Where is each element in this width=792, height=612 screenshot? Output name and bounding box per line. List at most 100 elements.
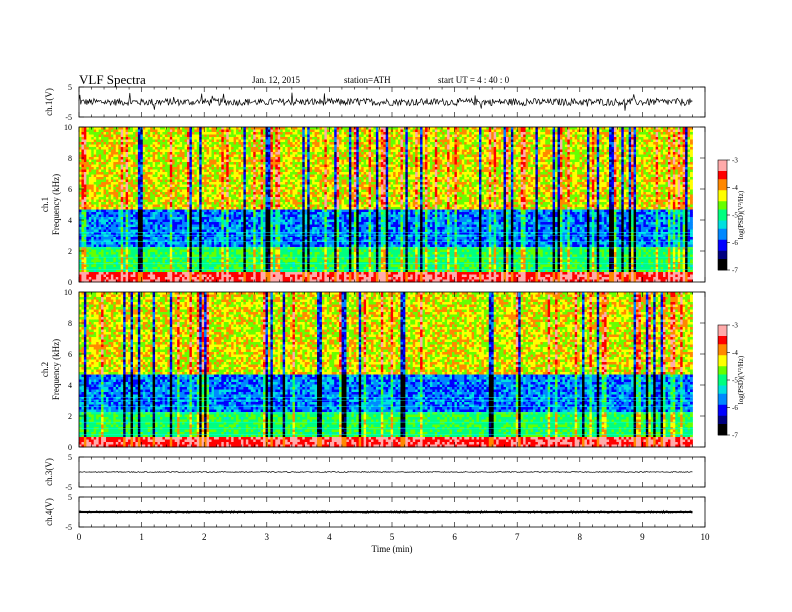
spectrogram-cell — [194, 247, 197, 250]
spectrogram-cell — [204, 250, 207, 253]
spectrogram-cell — [104, 217, 107, 220]
spectrogram-cell — [133, 130, 136, 133]
spectrogram-cell — [192, 225, 195, 228]
spectrogram-cell — [172, 180, 175, 183]
spectrogram-cell — [104, 137, 107, 140]
spectrogram-cell — [91, 177, 94, 180]
spectrogram-cell — [121, 175, 124, 178]
spectrogram-cell — [81, 155, 84, 158]
spectrogram-cell — [140, 152, 143, 155]
spectrogram-cell — [165, 172, 168, 175]
spectrogram-cell — [212, 162, 215, 165]
spectrogram-cell — [79, 197, 82, 200]
spectrogram-cell — [239, 215, 242, 218]
spectrogram-cell — [241, 182, 244, 185]
spectrogram-cell — [138, 180, 141, 183]
spectrogram-cell — [212, 175, 215, 178]
spectrogram-cell — [229, 207, 232, 210]
spectrogram-cell — [89, 147, 92, 150]
spectrogram-cell — [226, 175, 229, 178]
spectrogram-cell — [234, 235, 237, 238]
spectrogram-cell — [162, 245, 165, 248]
spectrogram-cell — [131, 202, 134, 205]
spectrogram-cell — [224, 162, 227, 165]
spectrogram-cell — [138, 155, 141, 158]
spectrogram-cell — [128, 192, 131, 195]
spectrogram-cell — [89, 135, 92, 138]
spectrogram-cell — [192, 152, 195, 155]
spectrogram-cell — [91, 260, 94, 263]
spectrogram-cell — [113, 270, 116, 273]
spectrogram-cell — [241, 272, 244, 275]
spectrogram-cell — [138, 182, 141, 185]
spectrogram-cell — [153, 132, 156, 135]
spectrogram-cell — [145, 177, 148, 180]
spectrogram-cell — [221, 130, 224, 133]
spectrogram-cell — [128, 160, 131, 163]
spectrogram-cell — [96, 207, 99, 210]
spectrogram-cell — [185, 135, 188, 138]
spectrogram-cell — [172, 187, 175, 190]
spectrogram-cell — [101, 137, 104, 140]
spectrogram-cell — [158, 242, 161, 245]
spectrogram-cell — [145, 147, 148, 150]
spectrogram-cell — [177, 247, 180, 250]
spectrogram-cell — [94, 247, 97, 250]
spectrogram-cell — [241, 215, 244, 218]
spectrogram-cell — [219, 237, 222, 240]
spectrogram-cell — [192, 215, 195, 218]
spectrogram-cell — [234, 127, 237, 130]
spectrogram-cell — [140, 205, 143, 208]
spectrogram-cell — [143, 245, 146, 248]
spectrogram-cell — [89, 157, 92, 160]
spectrogram-cell — [138, 217, 141, 220]
spectrogram-cell — [221, 127, 224, 130]
spectrogram-cell — [148, 202, 151, 205]
spectrogram-cell — [224, 245, 227, 248]
spectrogram-cell — [140, 235, 143, 238]
spectrogram-cell — [89, 185, 92, 188]
spectrogram-cell — [172, 135, 175, 138]
spectrogram-cell — [182, 130, 185, 133]
spectrogram-cell — [148, 205, 151, 208]
spectrogram-cell — [162, 195, 165, 198]
spectrogram-cell — [185, 197, 188, 200]
spectrogram-cell — [121, 177, 124, 180]
spectrogram-cell — [231, 265, 234, 268]
spectrogram-cell — [170, 235, 173, 238]
spectrogram-cell — [194, 137, 197, 140]
spectrogram-cell — [148, 190, 151, 193]
spectrogram-cell — [123, 202, 126, 205]
spectrogram-cell — [162, 220, 165, 223]
spectrogram-cell — [241, 127, 244, 130]
spectrogram-cell — [165, 227, 168, 230]
spectrogram-cell — [189, 172, 192, 175]
spectrogram-cell — [143, 222, 146, 225]
spectrogram-cell — [135, 155, 138, 158]
spectrogram-cell — [212, 230, 215, 233]
y-tick-label: 5 — [68, 83, 72, 92]
spectrogram-cell — [84, 152, 87, 155]
spectrogram-cell — [131, 185, 134, 188]
spectrogram-cell — [106, 132, 109, 135]
spectrogram-cell — [111, 135, 114, 138]
spectrogram-cell — [148, 185, 151, 188]
spectrogram-cell — [118, 152, 121, 155]
spectrogram-cell — [239, 182, 242, 185]
spectrogram-cell — [126, 190, 129, 193]
spectrogram-cell — [86, 132, 89, 135]
spectrogram-cell — [160, 177, 163, 180]
spectrogram-cell — [234, 242, 237, 245]
spectrogram-cell — [202, 222, 205, 225]
spectrogram-cell — [192, 185, 195, 188]
spectrogram-cell — [86, 160, 89, 163]
spectrogram-cell — [118, 185, 121, 188]
spectrogram-cell — [216, 202, 219, 205]
spectrogram-cell — [145, 237, 148, 240]
spectrogram-cell — [81, 130, 84, 133]
spectrogram-cell — [113, 175, 116, 178]
spectrogram-cell — [212, 207, 215, 210]
spectrogram-cell — [224, 187, 227, 190]
spectrogram-cell — [182, 225, 185, 228]
spectrogram-cell — [140, 147, 143, 150]
